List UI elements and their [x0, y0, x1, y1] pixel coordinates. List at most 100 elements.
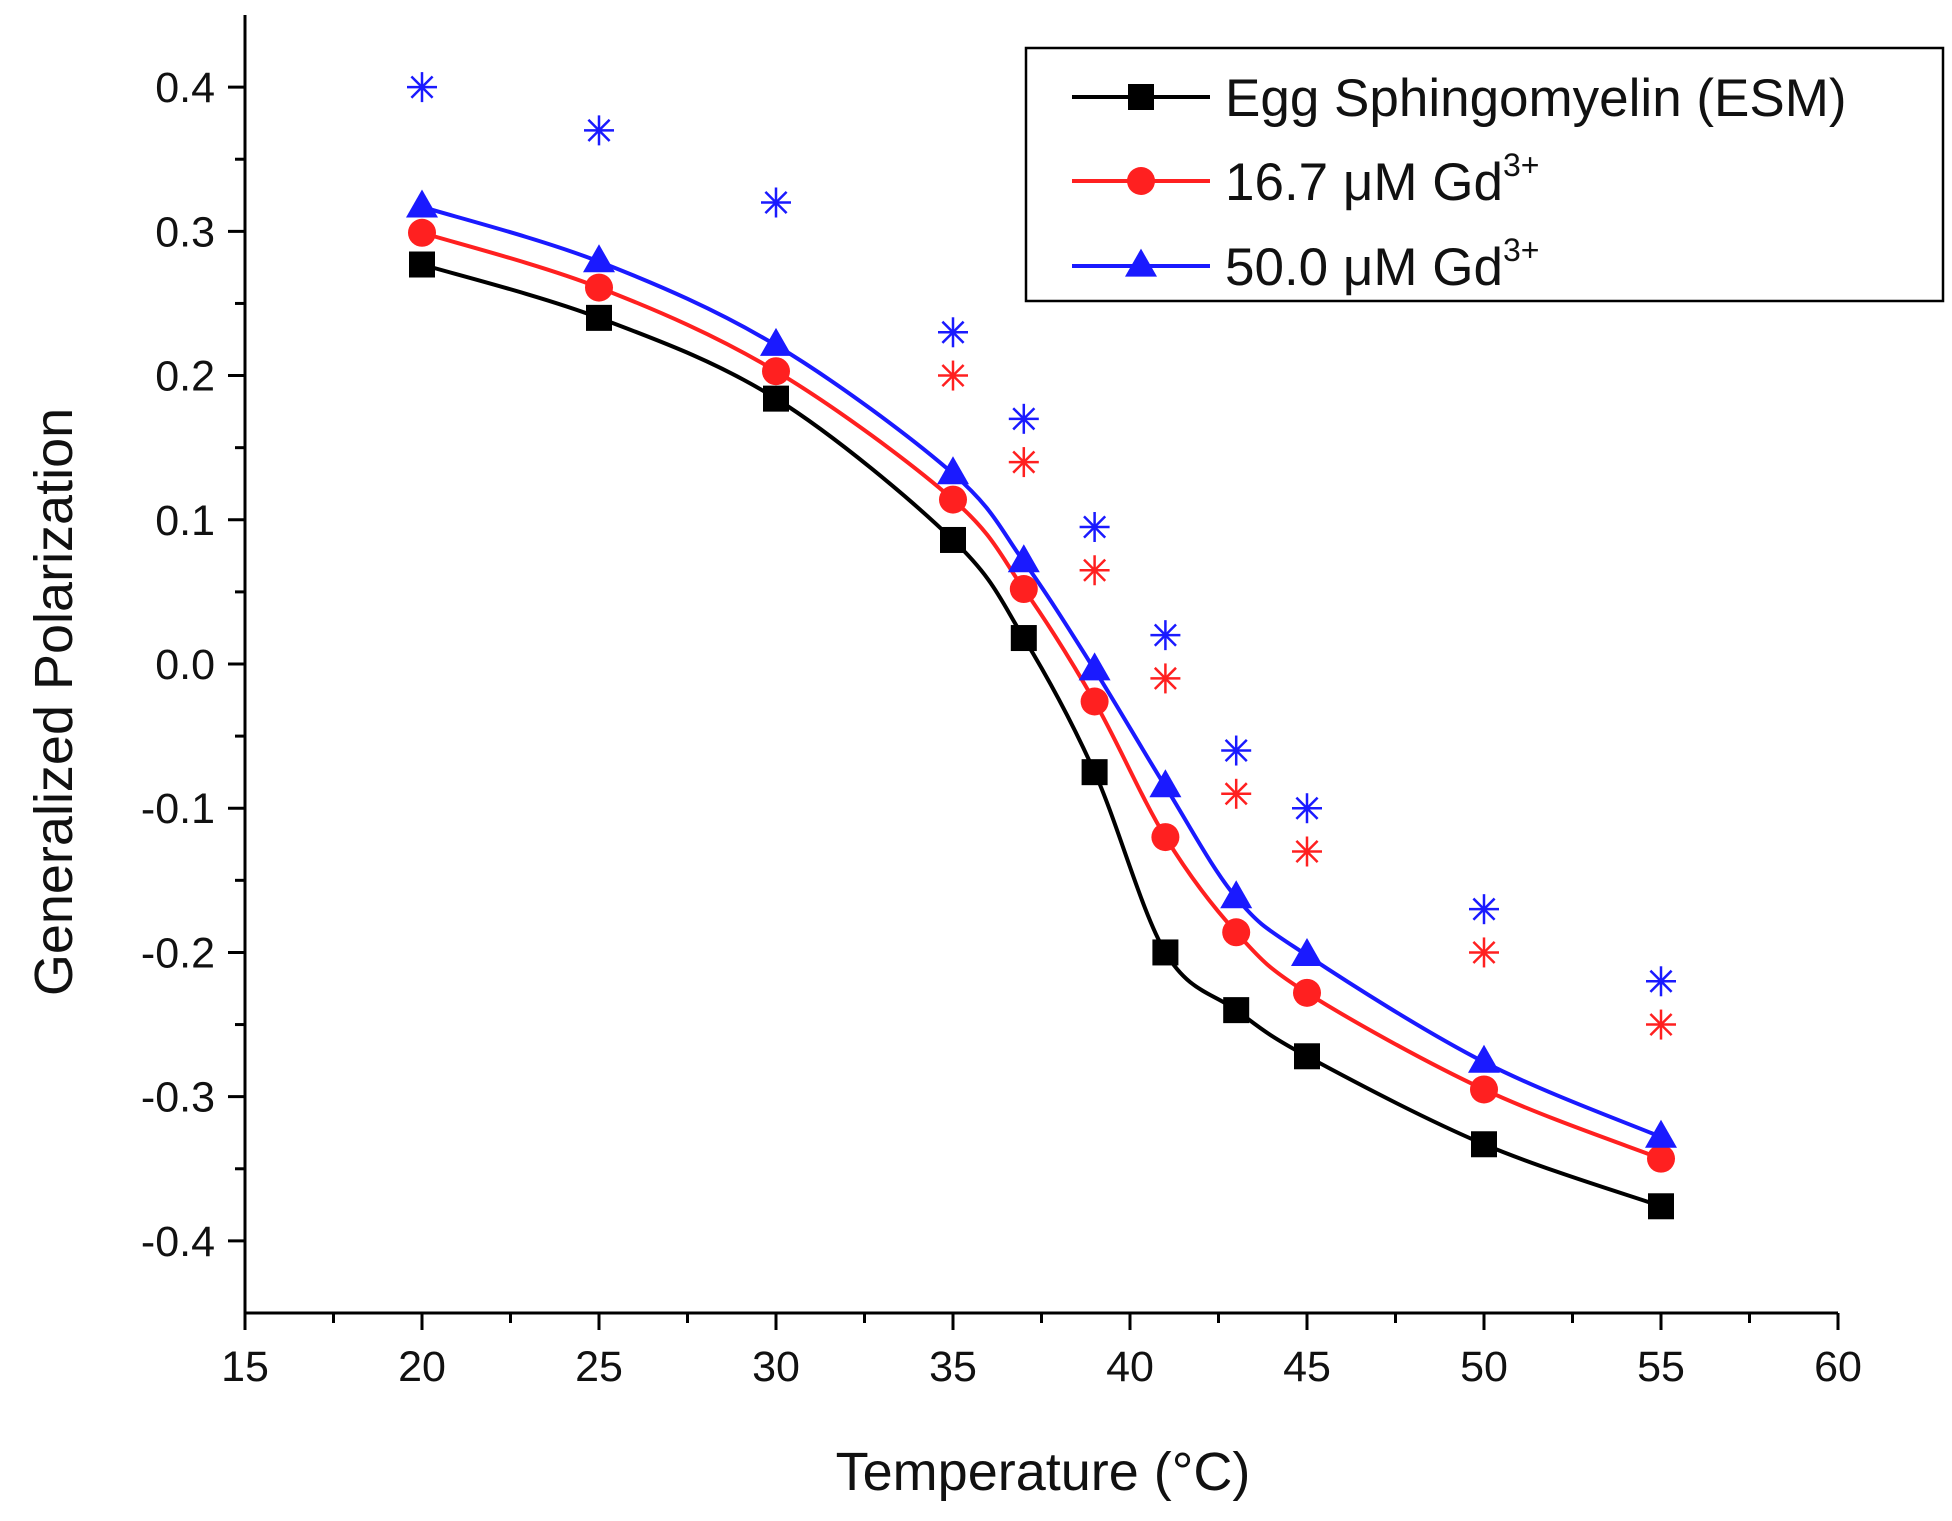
asterisk-stroke: [1153, 623, 1177, 647]
asterisk-marker: [1008, 403, 1039, 434]
asterisk-stroke: [764, 190, 788, 214]
asterisk-stroke: [941, 320, 965, 344]
asterisk-marker: [1008, 447, 1039, 478]
series-1-square-marker: [1152, 939, 1179, 966]
y-tick-label: 0.0: [155, 641, 215, 689]
legend-label: 16.7 μM Gd3+: [1225, 147, 1539, 212]
y-axis-label: Generalized Polarization: [24, 408, 84, 996]
y-tick-label: 0.1: [155, 497, 215, 545]
x-tick-label: 40: [1106, 1343, 1154, 1391]
y-axis-ticks: 0.4 0.3 0.2 0.1 0.0 -0.1 -0.2 -0.3 -0.4: [141, 64, 245, 1266]
legend-label: Egg Sphingomyelin (ESM): [1225, 69, 1847, 128]
asterisk-marker: [1221, 778, 1252, 809]
series-1-square-marker: [1223, 997, 1250, 1024]
x-tick-label: 20: [398, 1343, 446, 1391]
asterisk-stroke: [1153, 666, 1177, 690]
asterisk-marker: [1150, 620, 1181, 651]
asterisk-stroke: [941, 364, 965, 388]
series-2-circle-marker: [408, 218, 436, 247]
legend-entry-2: 16.7 μM Gd3+: [1072, 147, 1539, 212]
legend-entry-1: Egg Sphingomyelin (ESM): [1072, 69, 1847, 128]
series-3-triangle-marker: [1078, 652, 1111, 681]
series-1-square-marker: [409, 251, 435, 278]
series-lines: [421, 204, 1662, 1209]
series-1-square-marker: [1081, 759, 1108, 786]
x-tick-label: 50: [1460, 1343, 1508, 1391]
asterisk-marker: [1469, 894, 1499, 925]
asterisk-stroke: [410, 75, 434, 99]
series-1-square-marker: [940, 526, 966, 553]
legend: Egg Sphingomyelin (ESM) 16.7 μM Gd3+ 50.0 …: [1024, 46, 1945, 303]
series-line-2: [421, 230, 1662, 1161]
series-3-triangle-marker: [1291, 937, 1323, 966]
y-tick-label: 0.3: [155, 208, 215, 256]
asterisk-stroke: [1649, 1013, 1673, 1037]
asterisk-marker: [407, 72, 437, 103]
legend-triangle-marker: [1125, 248, 1157, 277]
asterisk-marker: [761, 187, 791, 218]
y-tick-label: -0.1: [141, 785, 215, 833]
asterisk-stroke: [1472, 940, 1496, 964]
legend-entry-3: 50.0 μM Gd3+: [1072, 232, 1539, 297]
y-tick-label: -0.2: [141, 929, 215, 977]
series-3-triangle-marker: [583, 244, 615, 273]
asterisk-marker: [1150, 663, 1181, 694]
asterisk-marker: [1292, 793, 1322, 824]
x-axis-label: Temperature (°C): [836, 1442, 1251, 1502]
series-3-triangle-marker: [1468, 1044, 1500, 1073]
x-tick-label: 55: [1637, 1343, 1685, 1391]
asterisk-marker: [1646, 1009, 1676, 1040]
series-1-square-marker: [1471, 1131, 1497, 1158]
y-tick-label: -0.4: [141, 1218, 215, 1266]
legend-square-marker: [1128, 84, 1154, 110]
legend-circle-marker: [1127, 167, 1155, 195]
series-line-3: [421, 204, 1662, 1139]
series-2-circle-marker: [1647, 1144, 1675, 1173]
asterisk-stroke: [1649, 969, 1673, 993]
asterisk-stroke: [1224, 782, 1248, 806]
asterisk-stroke: [1295, 839, 1319, 863]
series-2-circle-marker: [1080, 687, 1109, 716]
legend-box: [1024, 46, 1945, 303]
x-tick-label: 45: [1283, 1343, 1331, 1391]
series-2-circle-marker: [585, 273, 613, 302]
legend-label-main: Egg Sphingomyelin (ESM): [1225, 69, 1847, 128]
series-1-square-marker: [1294, 1043, 1320, 1070]
y-tick-label: 0.2: [155, 353, 215, 401]
asterisk-marker: [1292, 836, 1322, 867]
series-3-triangle-marker: [406, 189, 438, 218]
y-tick-label: 0.4: [155, 64, 215, 112]
asterisk-stroke: [1083, 515, 1107, 539]
asterisk-stroke: [1295, 796, 1319, 820]
series-3-triangle-marker: [1220, 880, 1253, 909]
y-tick-label: -0.3: [141, 1074, 215, 1122]
series-3-triangle-marker: [1645, 1119, 1677, 1148]
asterisk-stroke: [1472, 897, 1496, 921]
series-1-square-marker: [1010, 625, 1037, 652]
asterisk-marker: [938, 360, 968, 391]
series-line-1: [421, 262, 1662, 1209]
asterisk-marker: [1646, 966, 1676, 997]
series-1-square-marker: [763, 385, 789, 412]
x-tick-label: 15: [221, 1343, 269, 1391]
asterisk-marker: [1079, 511, 1110, 542]
asterisk-stroke: [1224, 739, 1248, 763]
legend-label: 50.0 μM Gd3+: [1225, 232, 1539, 297]
x-tick-label: 35: [929, 1343, 977, 1391]
asterisk-marker: [1221, 735, 1252, 766]
series-3-triangle-marker: [1007, 544, 1040, 573]
asterisk-stroke: [1083, 558, 1107, 582]
asterisk-marker: [938, 317, 968, 348]
series-3-triangle-marker: [1149, 769, 1182, 798]
x-axis-ticks: 15 20 25 30 35 40 45 50 55 60: [221, 1313, 1862, 1391]
series-1-square-marker: [1648, 1193, 1674, 1220]
asterisk-marker: [584, 115, 614, 146]
series-2-circle-marker: [1293, 978, 1321, 1007]
asterisk-stroke: [1012, 407, 1036, 431]
asterisk-marker: [1079, 555, 1110, 586]
series-2-circle-marker: [939, 485, 967, 514]
series-3-triangle-marker: [760, 327, 792, 356]
legend-label-main: 50.0 μM Gd: [1225, 238, 1503, 297]
series-2-circle-marker: [1009, 575, 1038, 604]
